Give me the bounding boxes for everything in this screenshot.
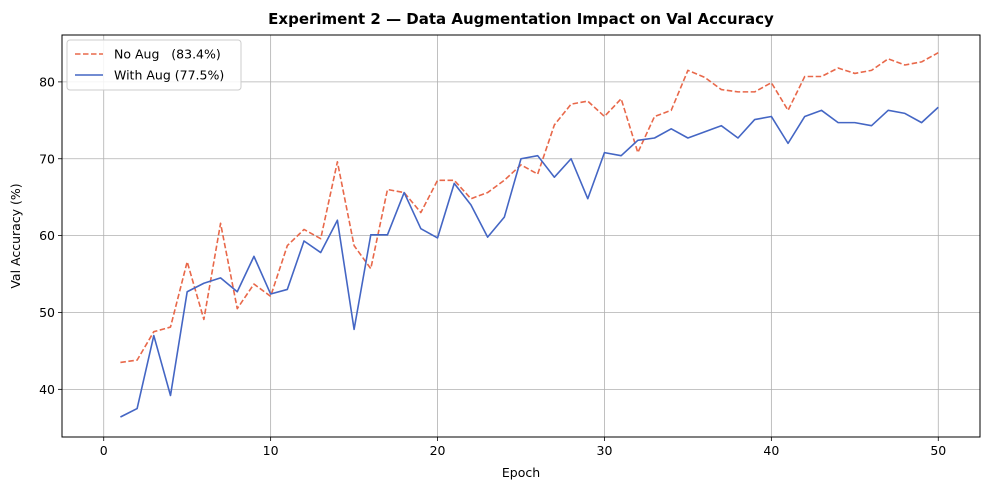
legend-label-no-aug: No Aug (83.4%) (114, 47, 221, 62)
legend-label-with-aug: With Aug (77.5%) (114, 68, 224, 83)
x-axis-label: Epoch (502, 465, 540, 480)
y-tick-label: 50 (39, 305, 55, 320)
series-lines (120, 51, 939, 418)
x-tick-label: 0 (100, 443, 108, 458)
legend: No Aug (83.4%) With Aug (77.5%) (66, 39, 242, 91)
x-tick-label: 30 (597, 443, 613, 458)
legend-box (66, 39, 242, 91)
y-tick-label: 70 (39, 151, 55, 166)
x-tick-label: 50 (930, 443, 946, 458)
x-tick-label: 20 (430, 443, 446, 458)
series-line-with-aug (120, 106, 939, 418)
y-axis-label: Val Accuracy (%) (8, 183, 23, 288)
y-tick-label: 80 (39, 74, 55, 89)
x-tick-label: 10 (263, 443, 279, 458)
series-line-no-aug (120, 51, 939, 364)
y-tick-label: 40 (39, 382, 55, 397)
x-tick-label: 40 (763, 443, 779, 458)
axis-ticks: 0 10 20 30 40 50 40 50 60 70 80 (39, 74, 946, 458)
chart-title: Experiment 2 — Data Augmentation Impact … (268, 10, 774, 28)
y-tick-label: 60 (39, 228, 55, 243)
